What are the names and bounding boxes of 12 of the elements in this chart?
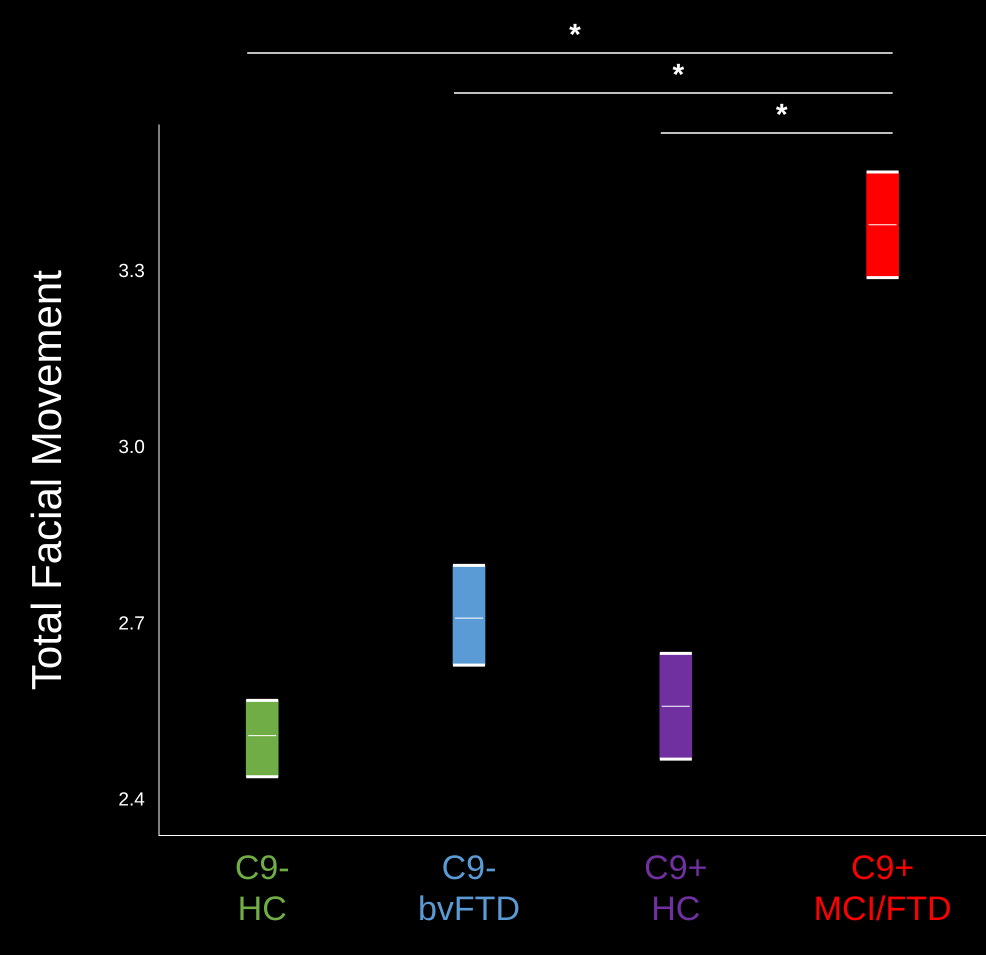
annotation: * bbox=[776, 98, 788, 132]
x-tick-label: C9+ MCI/FTD bbox=[814, 849, 952, 928]
text: * bbox=[672, 58, 684, 92]
y-tick-label: 2.4 bbox=[118, 789, 146, 810]
x-tick-label: C9+ HC bbox=[644, 849, 708, 928]
y-tick-label: 2.7 bbox=[118, 613, 145, 634]
y-axis-title: Total Facial Movement bbox=[22, 270, 70, 690]
x-tick-label: C9- HC bbox=[234, 849, 290, 928]
text: * bbox=[569, 18, 582, 52]
x-tick-label: C9- bvFTD bbox=[418, 849, 520, 928]
y-tick-label: 3.0 bbox=[118, 437, 145, 458]
y-tick-label: 3.3 bbox=[118, 261, 145, 282]
